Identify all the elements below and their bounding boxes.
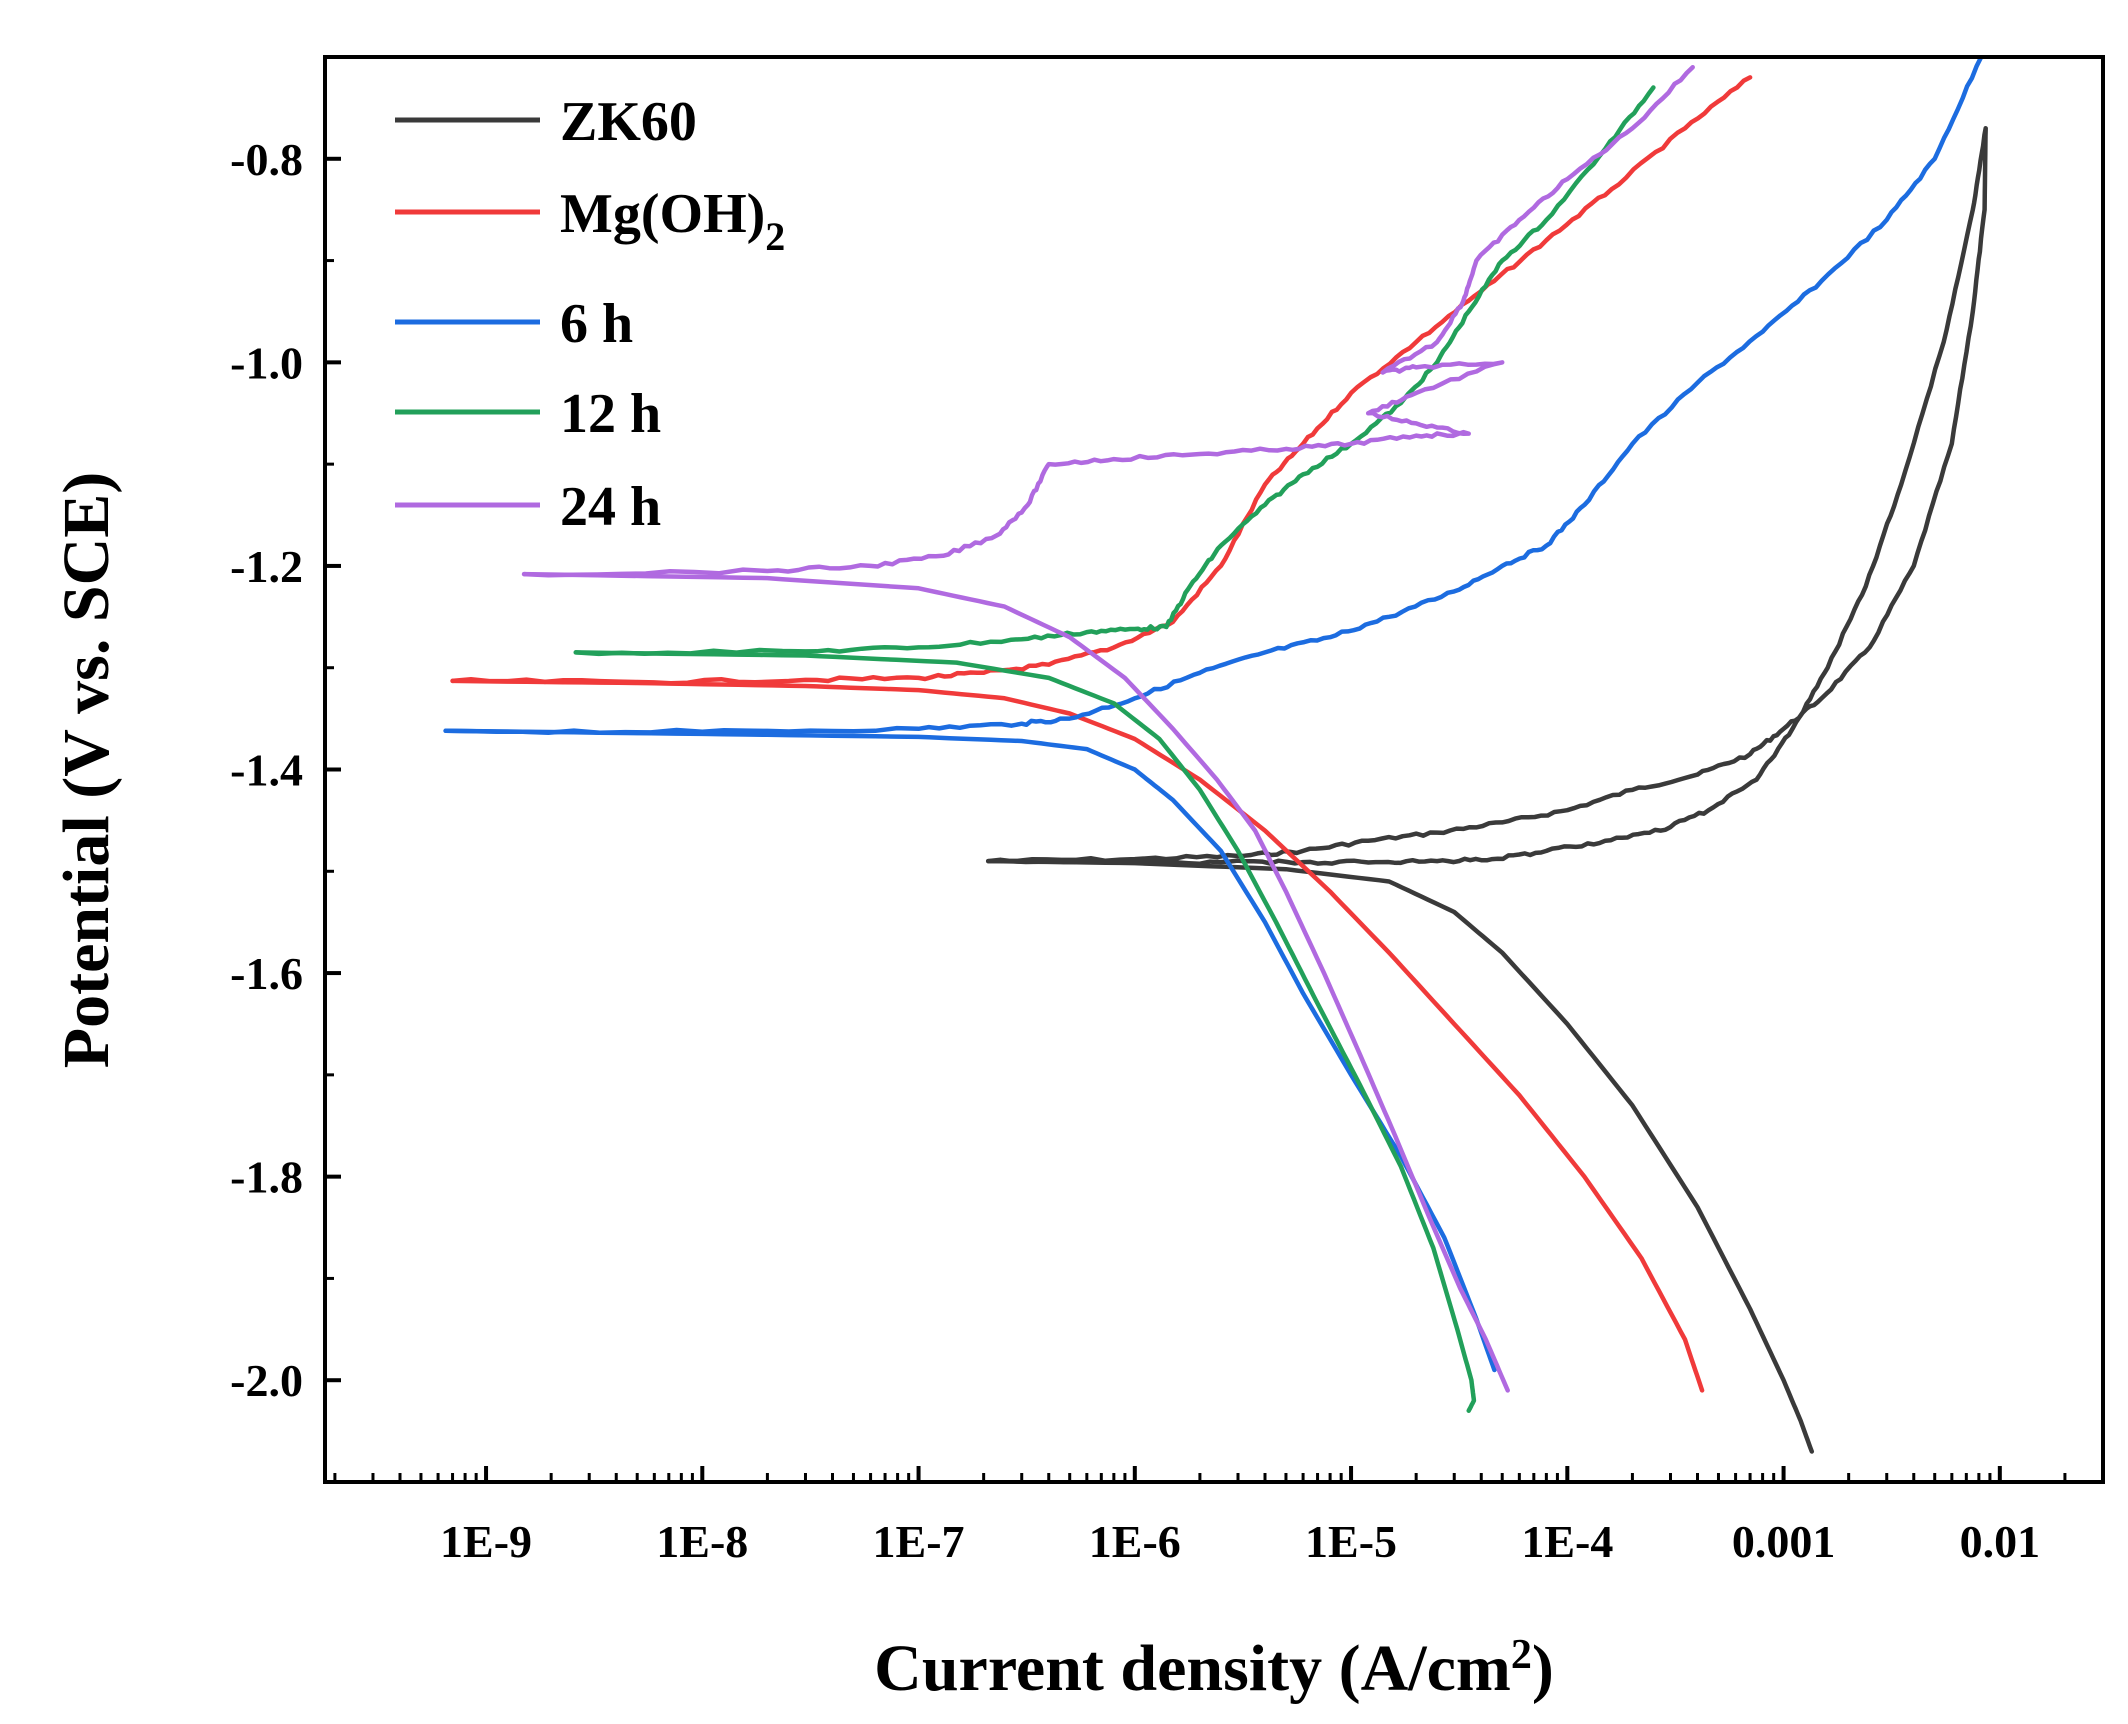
series-line-12-h-cathodic xyxy=(573,650,1477,1413)
ticks-layer: 1E-9 1E-8 1E-7 1E-6 1E-5 1E-4 0.001 0.01 -2.0 -1.… xyxy=(230,55,2105,1567)
x-tick-label: 0.001 xyxy=(1732,1516,1836,1567)
y-tick-label: -1.0 xyxy=(230,337,303,388)
legend: ZK60 Mg(OH)2 6 h 12 h 24 h xyxy=(395,91,785,538)
legend-label: ZK60 xyxy=(560,91,697,153)
x-axis-title: Current density (A/cm2) xyxy=(874,1632,1554,1705)
y-tick-label: -1.4 xyxy=(230,745,303,796)
series-layer xyxy=(443,57,1988,1454)
x-tick-label: 1E-5 xyxy=(1305,1516,1397,1567)
x-tick-label: 1E-8 xyxy=(656,1516,748,1567)
series-line-12-h xyxy=(573,85,1656,657)
series-line-mg-oh-2 xyxy=(450,75,1753,686)
y-tick-label: -1.6 xyxy=(230,948,303,999)
y-tick-label: -2.0 xyxy=(230,1355,303,1406)
x-tick-label: 1E-9 xyxy=(440,1516,532,1567)
series-line-zk60 xyxy=(985,126,1988,867)
legend-label: 24 h xyxy=(560,476,661,538)
series-line-24-h xyxy=(521,64,1695,578)
x-tick-label: 0.01 xyxy=(1960,1516,2041,1567)
series-line-6-h xyxy=(443,57,1984,736)
series-line-zk60-cathodic xyxy=(985,858,1815,1454)
y-tick-label: -0.8 xyxy=(230,134,303,185)
series-line-mg-oh-2-cathodic xyxy=(450,678,1705,1393)
legend-label: 12 h xyxy=(560,383,661,445)
x-tick-label: 1E-4 xyxy=(1521,1516,1613,1567)
plot-frame xyxy=(323,55,2105,1484)
series-line-24-h-cathodic xyxy=(521,571,1510,1393)
y-tick-label: -1.8 xyxy=(230,1152,303,1203)
series-line-6-h-cathodic xyxy=(443,728,1497,1373)
legend-label: Mg(OH)2 xyxy=(560,183,785,259)
x-tick-label: 1E-6 xyxy=(1089,1516,1181,1567)
legend-label: 6 h xyxy=(560,293,633,355)
y-tick-label: -1.2 xyxy=(230,541,303,592)
x-tick-label: 1E-7 xyxy=(873,1516,965,1567)
y-axis-title: Potential (V vs. SCE) xyxy=(50,472,123,1068)
